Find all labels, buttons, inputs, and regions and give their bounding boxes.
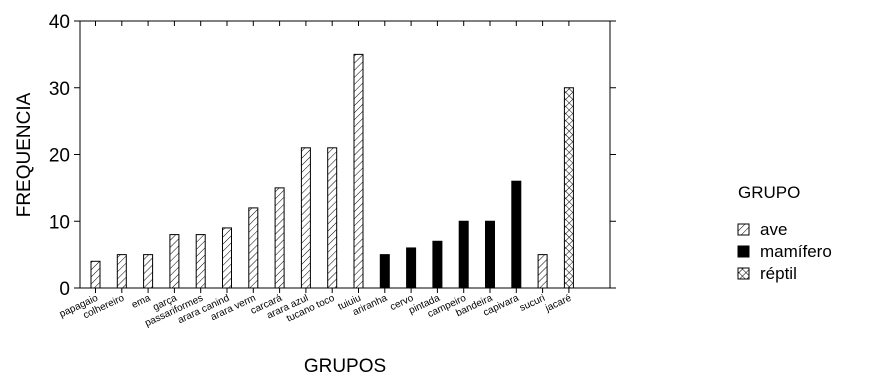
bar-arara-azul: [300, 147, 311, 289]
plot-frame: [79, 20, 611, 289]
bar-arara-canind: [222, 227, 232, 289]
bar-tucano-toco: [327, 147, 338, 289]
bar-arara-verm: [248, 207, 259, 289]
legend-title: GRUPO: [738, 183, 800, 202]
legend-label: ave: [760, 220, 787, 239]
bar-passariformes: [195, 234, 206, 289]
bar-jacaré: [563, 87, 574, 289]
bar-campeiro: [458, 220, 469, 289]
bars: [90, 21, 574, 293]
y-tick-label: 10: [49, 212, 70, 233]
y-tick-label: 20: [49, 146, 70, 167]
bar-papagaio: [90, 260, 101, 289]
y-tick-label: 40: [49, 12, 70, 33]
plot-area: [79, 20, 611, 289]
legend-label: réptil: [760, 264, 797, 283]
legend-label: mamífero: [760, 242, 832, 261]
legend: GRUPO ave mamífero réptil: [737, 183, 832, 283]
x-tick-label: ema: [130, 293, 153, 311]
x-tick-label: jacaré: [543, 293, 574, 315]
y-axis: 0 10 20 30 40: [49, 12, 616, 300]
bar-ema: [143, 254, 154, 289]
y-axis-title: FREQUENCIA: [14, 92, 35, 217]
legend-swatch-mamífero: [737, 245, 750, 258]
bar-colhereiro: [116, 254, 127, 289]
bar-capivara: [511, 180, 522, 289]
y-tick-label: 30: [49, 79, 70, 100]
y-tick-label: 0: [59, 279, 70, 300]
x-tick-label: sucuri: [518, 293, 547, 314]
bar-pintada: [432, 240, 443, 289]
bar-cervo: [406, 247, 417, 289]
bar-bandeira: [485, 220, 495, 289]
x-axis-title: GRUPOS: [304, 356, 386, 377]
bar-sucuri: [537, 254, 548, 289]
bar-ariranha: [379, 254, 390, 289]
bar-garça: [169, 234, 180, 289]
legend-swatch-ave: [737, 223, 750, 236]
bar-carcará: [274, 187, 285, 289]
bar-tuiuiu: [353, 53, 364, 289]
legend-swatch-réptil: [737, 267, 750, 280]
